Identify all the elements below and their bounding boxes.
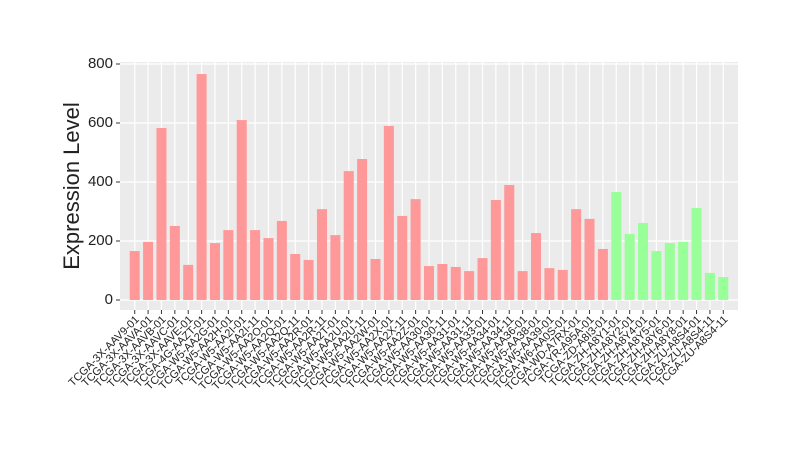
bar bbox=[330, 235, 341, 300]
bar bbox=[544, 268, 555, 300]
bar bbox=[437, 264, 448, 300]
bar bbox=[290, 253, 301, 300]
y-tick-label: 0 bbox=[105, 291, 113, 308]
bar bbox=[196, 74, 207, 300]
bar bbox=[678, 241, 689, 300]
bar bbox=[223, 230, 234, 300]
bar bbox=[691, 207, 702, 300]
bar bbox=[156, 128, 167, 300]
bar bbox=[584, 218, 595, 300]
bar bbox=[611, 192, 622, 300]
bar bbox=[504, 184, 515, 300]
bar bbox=[718, 276, 729, 300]
bar bbox=[557, 269, 568, 300]
bar bbox=[664, 243, 675, 300]
bar bbox=[276, 220, 287, 300]
bar bbox=[410, 199, 421, 300]
bar bbox=[236, 120, 247, 300]
bar bbox=[303, 259, 314, 300]
y-tick-label: 800 bbox=[88, 55, 113, 72]
bar bbox=[704, 272, 715, 300]
bar bbox=[169, 225, 180, 300]
bar bbox=[250, 230, 261, 300]
bar bbox=[183, 264, 194, 300]
bar bbox=[597, 248, 608, 300]
bar bbox=[490, 199, 501, 300]
bar bbox=[638, 223, 649, 300]
y-tick-label: 200 bbox=[88, 232, 113, 249]
bar bbox=[316, 209, 328, 300]
bar bbox=[143, 241, 154, 300]
y-axis-label: Expression Level bbox=[59, 102, 84, 270]
bar bbox=[530, 233, 542, 300]
bar bbox=[343, 171, 354, 300]
bar bbox=[571, 209, 582, 300]
bar bbox=[263, 238, 274, 300]
bar bbox=[450, 266, 461, 300]
bar bbox=[477, 258, 488, 300]
y-tick-label: 400 bbox=[88, 173, 113, 190]
bar bbox=[651, 251, 662, 300]
bar bbox=[129, 251, 140, 300]
bar bbox=[370, 258, 381, 300]
y-tick-label: 600 bbox=[88, 114, 113, 131]
bar bbox=[383, 125, 394, 300]
bar bbox=[423, 266, 435, 300]
bar bbox=[464, 271, 475, 300]
bar bbox=[209, 243, 220, 300]
bar bbox=[397, 215, 408, 300]
bar bbox=[357, 158, 368, 300]
bar bbox=[624, 233, 635, 300]
bar bbox=[517, 271, 528, 300]
